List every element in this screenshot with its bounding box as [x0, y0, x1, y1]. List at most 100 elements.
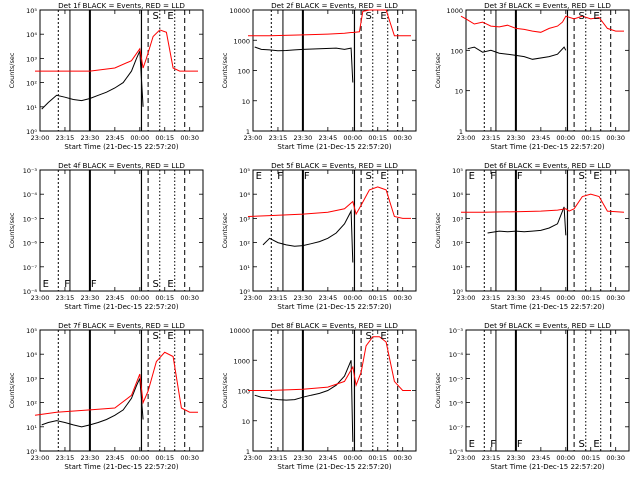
x-tick-label: 23:15: [482, 134, 501, 142]
marker-letter-S: S: [152, 331, 158, 342]
y-axis-label: Counts/sec: [434, 212, 442, 248]
y-tick-label: 100: [451, 47, 463, 55]
x-tick-label: 23:45: [105, 454, 124, 462]
events-series-line: [487, 206, 567, 236]
y-tick-label: 10¹: [239, 264, 250, 272]
y-tick-label: 10³: [239, 215, 250, 223]
y-tick-label: 10³: [26, 55, 37, 63]
y-tick-label: 10⁻⁴: [23, 191, 38, 199]
plot-frame: [39, 169, 204, 292]
marker-letter-E: E: [469, 171, 475, 182]
y-tick-label: 10⁵: [26, 7, 37, 15]
panel-title: Det 2f BLACK = Events, RED = LLD: [271, 1, 398, 10]
marker-letter-E: E: [380, 171, 386, 182]
x-tick-label: 23:15: [482, 454, 501, 462]
detector-panel-8: Det 8f BLACK = Events, RED = LLD 1 10 100 10…: [221, 321, 417, 471]
lld-series-line: [460, 15, 624, 33]
x-tick-label: 00:00: [343, 294, 362, 302]
x-tick-label: 00:30: [180, 454, 199, 462]
y-tick-label: 10¹: [26, 104, 37, 112]
marker-letter-E: E: [469, 439, 475, 450]
y-tick-label: 10⁻³: [23, 167, 38, 175]
y-tick-label: 100: [238, 388, 250, 396]
x-tick-label: 23:45: [318, 294, 337, 302]
y-axis-label: Counts/sec: [8, 372, 16, 408]
x-tick-label: 00:30: [393, 454, 412, 462]
marker-letter-F: F: [490, 171, 496, 182]
marker-letter-F: F: [517, 439, 523, 450]
y-axis-label: Counts/sec: [434, 52, 442, 88]
x-tick-label: 23:00: [457, 134, 476, 142]
marker-letter-E: E: [380, 11, 386, 22]
x-axis-label: Start Time (21-Dec-15 22:57:20): [277, 463, 391, 471]
x-tick-label: 23:15: [482, 294, 501, 302]
y-tick-label: 10: [242, 98, 250, 106]
y-tick-label: 10⁻⁷: [449, 424, 464, 432]
x-tick-label: 23:00: [31, 454, 50, 462]
x-tick-label: 00:15: [155, 294, 174, 302]
y-tick-label: 10⁻⁶: [23, 240, 38, 248]
x-tick-label: 23:00: [31, 294, 50, 302]
lld-series-line: [35, 29, 198, 72]
x-tick-label: 23:15: [56, 134, 75, 142]
y-tick-label: 10⁻⁴: [449, 351, 464, 359]
x-tick-label: 00:30: [180, 134, 199, 142]
marker-letter-E: E: [256, 171, 262, 182]
panel-title: Det 9f BLACK = Events, RED = LLD: [484, 321, 611, 330]
y-axis-label: Counts/sec: [221, 52, 229, 88]
detector-panel-6: Det 6f BLACK = Events, RED = LLD 10⁰ 10¹ 10…: [434, 161, 630, 311]
x-tick-label: 00:15: [581, 454, 600, 462]
marker-letter-F: F: [517, 171, 523, 182]
marker-letter-E: E: [593, 171, 599, 182]
y-tick-label: 10⁵: [239, 167, 250, 175]
x-tick-label: 00:15: [368, 294, 387, 302]
x-tick-label: 00:00: [130, 294, 149, 302]
x-tick-label: 00:30: [180, 294, 199, 302]
x-tick-label: 00:15: [368, 134, 387, 142]
events-series-line: [41, 378, 144, 428]
detector-panel-7: Det 7f BLACK = Events, RED = LLD 10⁰ 10¹ 10…: [8, 321, 204, 471]
panel-title: Det 3f BLACK = Events, RED = LLD: [484, 1, 611, 10]
y-tick-label: 10²: [26, 80, 37, 88]
x-tick-label: 23:15: [56, 294, 75, 302]
lld-series-line: [461, 193, 625, 213]
detector-panel-4: Det 4f BLACK = Events, RED = LLD 10⁻⁸ 10⁻⁷…: [8, 161, 204, 311]
marker-letter-S: S: [365, 171, 371, 182]
x-tick-label: 00:30: [393, 294, 412, 302]
marker-letter-F: F: [490, 439, 496, 450]
marker-letter-S: S: [578, 11, 584, 22]
marker-letter-E: E: [593, 439, 599, 450]
x-tick-label: 00:15: [581, 294, 600, 302]
marker-letter-E: E: [167, 11, 173, 22]
x-tick-label: 23:45: [531, 454, 550, 462]
y-axis-label: Counts/sec: [221, 212, 229, 248]
y-tick-label: 10⁻⁵: [449, 375, 464, 383]
x-tick-label: 00:00: [343, 134, 362, 142]
y-tick-label: 1000: [233, 357, 250, 365]
x-tick-label: 23:45: [531, 134, 550, 142]
y-tick-label: 10⁴: [26, 351, 37, 359]
x-tick-label: 23:00: [244, 294, 263, 302]
x-axis-label: Start Time (21-Dec-15 22:57:20): [64, 303, 178, 311]
x-tick-label: 23:30: [81, 134, 100, 142]
lld-series-line: [248, 336, 411, 391]
x-tick-label: 00:30: [606, 294, 625, 302]
events-series-line: [254, 360, 354, 442]
y-tick-label: 10⁰: [26, 448, 37, 456]
marker-letter-F: F: [64, 279, 70, 290]
panel-title: Det 4f BLACK = Events, RED = LLD: [58, 161, 185, 170]
y-axis-label: Counts/sec: [8, 52, 16, 88]
x-tick-label: 23:45: [105, 134, 124, 142]
y-tick-label: 10⁴: [26, 31, 37, 39]
events-series-line: [254, 46, 354, 83]
marker-letter-E: E: [380, 331, 386, 342]
x-tick-label: 00:15: [581, 134, 600, 142]
panel-title: Det 5f BLACK = Events, RED = LLD: [271, 161, 398, 170]
y-tick-label: 1: [246, 448, 250, 456]
y-tick-label: 10⁻⁷: [23, 264, 38, 272]
x-tick-label: 23:00: [457, 454, 476, 462]
x-tick-label: 23:15: [56, 454, 75, 462]
marker-letter-S: S: [578, 439, 584, 450]
y-tick-label: 10¹: [452, 264, 463, 272]
